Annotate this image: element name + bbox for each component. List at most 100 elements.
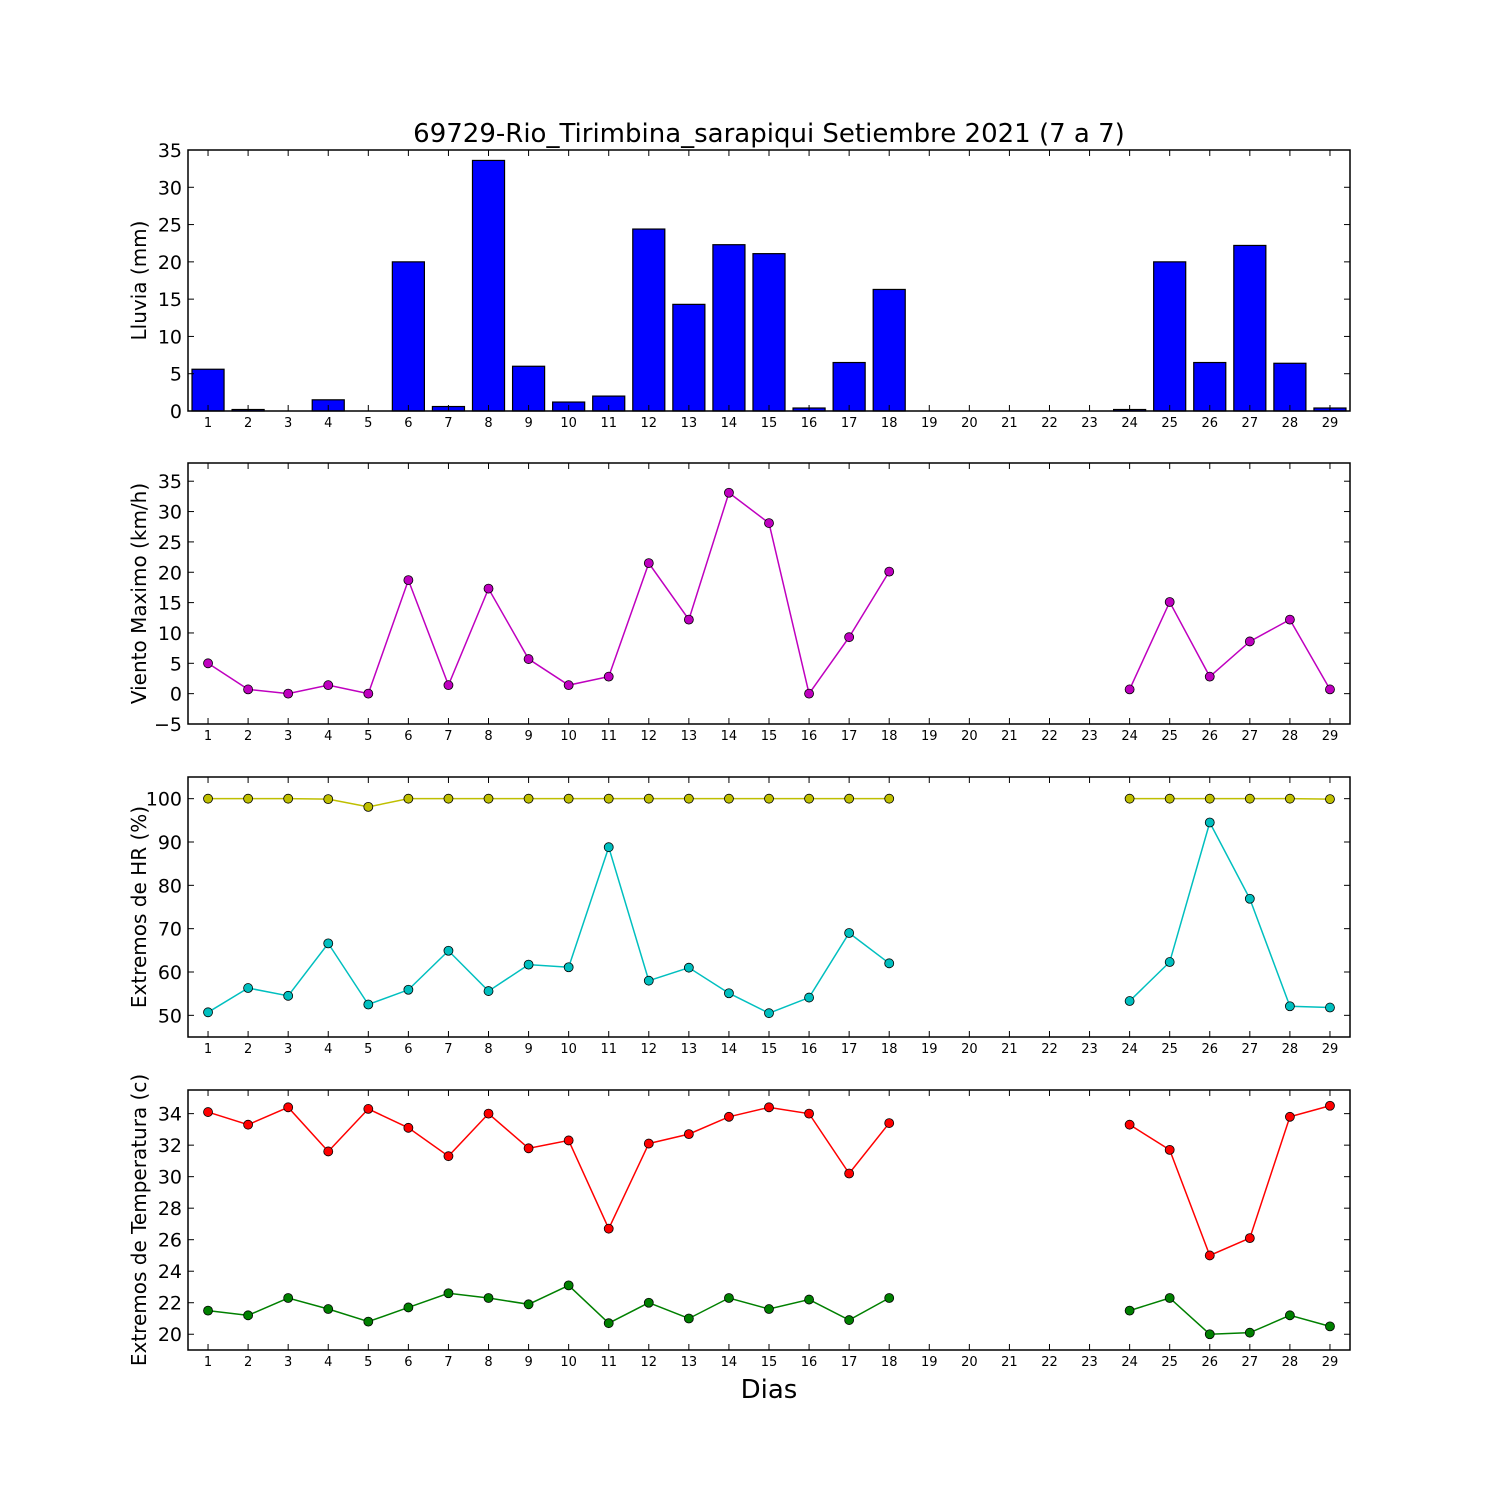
x-tick-label: 21 (1001, 1042, 1018, 1057)
data-point (884, 958, 895, 969)
data-point (603, 1318, 614, 1329)
data-point (1244, 893, 1255, 904)
x-tick-label: 1 (204, 729, 212, 744)
x-tick-label: 9 (524, 1355, 532, 1370)
y-tick-label: 35 (158, 471, 182, 493)
data-point (523, 793, 534, 804)
y-tick-label: 0 (170, 401, 182, 423)
x-tick-label: 15 (761, 1355, 778, 1370)
x-tick-label: 8 (484, 416, 492, 431)
x-tick-label: 16 (801, 416, 818, 431)
data-point (1244, 1327, 1255, 1338)
data-point (323, 794, 334, 804)
data-point (363, 802, 374, 812)
x-tick-label: 27 (1242, 1042, 1259, 1057)
x-tick-label: 15 (761, 729, 778, 744)
data-point (243, 793, 254, 804)
bar (471, 159, 506, 412)
data-point (1204, 671, 1215, 682)
x-tick-label: 18 (881, 1042, 898, 1057)
series-line (1129, 1297, 1331, 1336)
bar (832, 361, 866, 412)
panel-1: 69729-Rio_Tirimbina_sarapiqui Setiembre … (127, 119, 1351, 431)
data-point (243, 1119, 254, 1130)
x-tick-label: 2 (244, 1355, 252, 1370)
data-point (764, 1304, 774, 1314)
data-point (203, 1305, 213, 1316)
bar (1153, 261, 1187, 412)
y-tick-label: 10 (158, 326, 182, 348)
data-point (243, 684, 254, 695)
x-tick-label: 20 (961, 416, 978, 431)
y-tick-label: 5 (170, 653, 182, 675)
x-tick-label: 14 (721, 1355, 738, 1370)
x-tick-label: 5 (364, 416, 372, 431)
y-tick-label: 70 (158, 919, 182, 941)
data-point (804, 1108, 814, 1119)
y-tick-label: 24 (158, 1261, 182, 1283)
data-point (643, 975, 654, 986)
x-tick-label: 28 (1282, 1355, 1299, 1370)
data-point (683, 1129, 694, 1140)
x-tick-label: 28 (1282, 1042, 1299, 1057)
y-tick-label: 20 (158, 562, 182, 584)
y-tick-label: 60 (158, 962, 182, 984)
data-point (403, 575, 414, 586)
x-tick-label: 29 (1322, 729, 1339, 744)
x-tick-label: 5 (364, 1355, 372, 1370)
data-point (443, 1288, 454, 1299)
data-point (283, 990, 294, 1001)
y-tick-label: 10 (158, 623, 182, 645)
data-point (1244, 636, 1255, 647)
data-point (683, 793, 694, 804)
x-tick-label: 12 (641, 1042, 658, 1057)
series-line (1128, 600, 1331, 690)
x-tick-label: 7 (444, 1042, 452, 1057)
x-tick-label: 14 (721, 729, 738, 744)
bar (191, 368, 225, 412)
x-tick-label: 6 (404, 1042, 412, 1057)
x-tick-label: 5 (364, 1042, 372, 1057)
x-tick-label: 29 (1322, 416, 1339, 431)
bar (632, 228, 666, 412)
x-tick-label: 16 (801, 729, 818, 744)
data-point (804, 992, 814, 1003)
data-point (643, 793, 654, 804)
x-tick-label: 7 (444, 729, 452, 744)
x-tick-label: 25 (1161, 416, 1178, 431)
x-tick-label: 8 (484, 729, 492, 744)
data-point (1284, 614, 1295, 625)
data-point (1204, 817, 1215, 828)
data-point (323, 680, 334, 691)
x-tick-label: 19 (921, 416, 938, 431)
data-point (844, 1315, 855, 1325)
x-tick-label: 9 (524, 729, 532, 744)
y-tick-label: 5 (170, 364, 182, 386)
data-point (1204, 793, 1215, 804)
data-point (724, 1293, 734, 1303)
data-point (1124, 1305, 1135, 1316)
x-tick-label: 22 (1041, 1355, 1058, 1370)
x-tick-label: 3 (284, 416, 292, 431)
x-tick-label: 23 (1081, 1355, 1098, 1370)
data-point (643, 1138, 654, 1149)
x-tick-label: 12 (641, 1355, 658, 1370)
data-point (323, 1146, 334, 1157)
data-point (283, 688, 294, 699)
data-point (683, 1313, 694, 1324)
data-point (563, 1135, 574, 1146)
data-point (884, 1118, 895, 1128)
data-point (403, 984, 414, 995)
data-point (643, 1297, 654, 1308)
data-point (1124, 1119, 1135, 1130)
y-tick-label: 100 (146, 789, 182, 811)
data-point (884, 1293, 895, 1303)
data-point (403, 793, 414, 804)
x-tick-label: 4 (324, 1042, 332, 1057)
data-point (363, 688, 374, 699)
x-tick-label: 15 (761, 1042, 778, 1057)
x-tick-label: 4 (324, 729, 332, 744)
x-tick-label: 8 (484, 1355, 492, 1370)
y-tick-label: 15 (158, 593, 182, 615)
